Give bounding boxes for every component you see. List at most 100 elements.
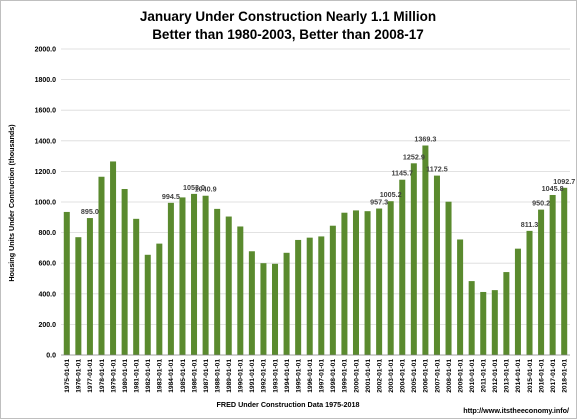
data-label: 895.0 bbox=[81, 207, 99, 216]
bar bbox=[121, 188, 128, 355]
bar bbox=[457, 239, 464, 355]
x-tick-label: 2015-01-01 bbox=[527, 359, 534, 393]
bar bbox=[86, 218, 93, 355]
bar bbox=[167, 202, 174, 355]
bar bbox=[352, 210, 359, 355]
bar bbox=[75, 237, 82, 355]
bar bbox=[433, 175, 440, 355]
y-tick-label: 1800.0 bbox=[35, 77, 57, 84]
x-tick-label: 1979-01-01 bbox=[110, 359, 117, 393]
bar bbox=[260, 263, 267, 355]
bar bbox=[156, 243, 163, 355]
bar bbox=[272, 263, 279, 355]
bar bbox=[480, 291, 487, 355]
data-label: 1172.5 bbox=[426, 165, 448, 174]
x-tick-label: 1988-01-01 bbox=[214, 359, 221, 393]
bar bbox=[63, 211, 70, 355]
y-tick-label: 200.0 bbox=[38, 322, 56, 329]
x-tick-label: 1993-01-01 bbox=[272, 359, 279, 393]
x-tick-label: 1995-01-01 bbox=[295, 359, 302, 393]
data-label: 1005.2 bbox=[380, 190, 402, 199]
data-label: 1252.9 bbox=[403, 152, 425, 161]
x-tick-label: 2016-01-01 bbox=[538, 359, 545, 393]
bar bbox=[538, 209, 545, 355]
x-tick-label: 2008-01-01 bbox=[446, 359, 453, 393]
bar bbox=[468, 281, 475, 355]
x-tick-label: 2003-01-01 bbox=[388, 359, 395, 393]
x-tick-label: 2011-01-01 bbox=[481, 359, 488, 393]
bar bbox=[133, 218, 140, 355]
x-tick-label: 1992-01-01 bbox=[261, 359, 268, 393]
data-label: 994.5 bbox=[162, 192, 180, 201]
x-tick-label: 1984-01-01 bbox=[168, 359, 175, 393]
y-axis-label: Housing Units Under Contruction (thousan… bbox=[7, 124, 16, 282]
x-tick-label: 1990-01-01 bbox=[238, 359, 245, 393]
bar bbox=[549, 194, 556, 355]
x-axis-ticks: 1975-01-01 1976-01-01 1977-01-01 1978-01-01… bbox=[64, 359, 568, 393]
bar bbox=[295, 239, 302, 355]
data-label: 1053.0 bbox=[183, 183, 205, 192]
bar bbox=[225, 216, 232, 355]
x-tick-label: 2014-01-01 bbox=[515, 359, 522, 393]
x-tick-label: 2002-01-01 bbox=[376, 359, 383, 393]
bar bbox=[202, 195, 209, 355]
y-tick-label: 1400.0 bbox=[35, 138, 57, 145]
chart-title-line-2: Better than 1980-2003, Better than 2008-… bbox=[152, 27, 424, 42]
x-tick-label: 1983-01-01 bbox=[157, 359, 164, 393]
x-tick-label: 2001-01-01 bbox=[365, 359, 372, 393]
x-tick-label: 2018-01-01 bbox=[562, 359, 569, 393]
bar bbox=[98, 176, 105, 355]
x-tick-label: 1975-01-01 bbox=[64, 359, 71, 393]
y-tick-label: 2000.0 bbox=[35, 47, 57, 54]
x-tick-label: 1994-01-01 bbox=[284, 359, 291, 393]
bar bbox=[191, 193, 198, 355]
data-label: 950.2 bbox=[532, 199, 550, 208]
x-tick-label: 2012-01-01 bbox=[492, 359, 499, 393]
bar bbox=[410, 163, 417, 355]
x-tick-label: 1977-01-01 bbox=[87, 359, 94, 393]
data-label: 957.3 bbox=[370, 198, 388, 207]
bar bbox=[144, 254, 151, 355]
data-label: 1040.9 bbox=[195, 185, 217, 194]
bar bbox=[214, 208, 221, 355]
bar bbox=[445, 201, 452, 355]
x-tick-label: 2010-01-01 bbox=[469, 359, 476, 393]
x-tick-label: 2004-01-01 bbox=[400, 359, 407, 393]
bar bbox=[283, 252, 290, 355]
data-label: 811.3 bbox=[521, 220, 539, 229]
y-axis-ticks: 0.0 200.0 400.0 600.0 800.0 1000.0 1200.0 1400.… bbox=[35, 47, 57, 360]
y-tick-label: 1600.0 bbox=[35, 108, 57, 115]
x-tick-label: 2009-01-01 bbox=[457, 359, 464, 393]
x-tick-label: 1978-01-01 bbox=[99, 359, 106, 393]
bar bbox=[503, 272, 510, 355]
bar bbox=[110, 161, 117, 355]
bar bbox=[526, 230, 533, 355]
bar bbox=[364, 211, 371, 355]
x-tick-label: 2017-01-01 bbox=[550, 359, 557, 393]
x-tick-label: 1986-01-01 bbox=[191, 359, 198, 393]
data-label: 1045.8 bbox=[542, 184, 564, 193]
bar bbox=[341, 212, 348, 355]
x-tick-label: 2007-01-01 bbox=[434, 359, 441, 393]
x-tick-label: 1997-01-01 bbox=[319, 359, 326, 393]
bar bbox=[422, 145, 429, 355]
y-tick-label: 1200.0 bbox=[35, 169, 57, 176]
x-tick-label: 1996-01-01 bbox=[307, 359, 314, 393]
data-label: 1369.3 bbox=[414, 134, 436, 143]
y-tick-label: 400.0 bbox=[38, 291, 56, 298]
x-tick-label: 1981-01-01 bbox=[133, 359, 140, 393]
x-tick-label: 2000-01-01 bbox=[353, 359, 360, 393]
source-url: http://www.itstheeconomy.info/ bbox=[463, 406, 569, 415]
bar bbox=[376, 208, 383, 355]
x-axis-label: FRED Under Construction Data 1975-2018 bbox=[217, 400, 360, 409]
y-tick-label: 600.0 bbox=[38, 261, 56, 268]
x-tick-label: 1991-01-01 bbox=[249, 359, 256, 393]
y-tick-label: 1000.0 bbox=[35, 200, 57, 207]
bar bbox=[399, 179, 406, 355]
x-tick-label: 2013-01-01 bbox=[504, 359, 511, 393]
y-tick-label: 0.0 bbox=[46, 353, 56, 360]
bar bbox=[318, 236, 325, 355]
